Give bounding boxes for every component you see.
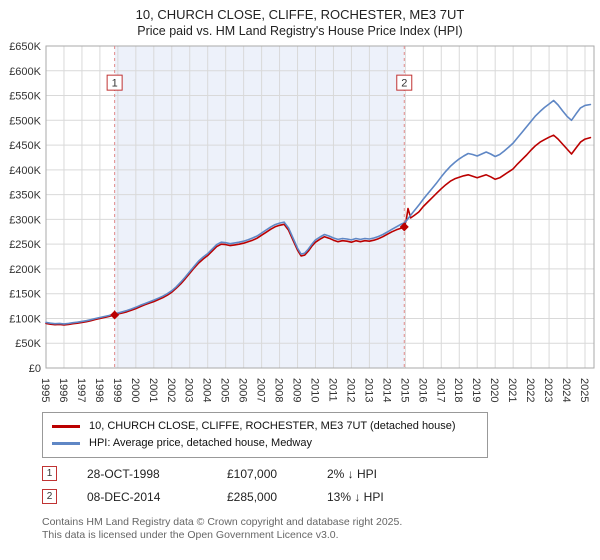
- svg-text:2022: 2022: [524, 378, 536, 402]
- attribution-footer: Contains HM Land Registry data © Crown c…: [42, 516, 600, 542]
- svg-text:£500K: £500K: [9, 115, 41, 127]
- svg-text:1998: 1998: [93, 378, 105, 402]
- transaction-2-hpi-delta: 13% ↓ HPI: [327, 489, 384, 504]
- hpi-line-swatch: [52, 442, 80, 445]
- svg-text:2023: 2023: [542, 378, 554, 402]
- svg-text:2011: 2011: [326, 378, 338, 402]
- svg-text:2004: 2004: [201, 378, 213, 402]
- svg-text:2015: 2015: [398, 378, 410, 402]
- chart-legend: 10, CHURCH CLOSE, CLIFFE, ROCHESTER, ME3…: [42, 412, 488, 458]
- svg-text:£50K: £50K: [15, 338, 41, 350]
- svg-text:1996: 1996: [57, 378, 69, 402]
- transaction-1-marker: 1: [42, 466, 57, 481]
- svg-text:£100K: £100K: [9, 313, 41, 325]
- svg-text:2003: 2003: [183, 378, 195, 402]
- svg-text:1: 1: [112, 78, 118, 90]
- transaction-row: 1 28-OCT-1998 £107,000 2% ↓ HPI: [42, 466, 600, 481]
- legend-item-hpi: HPI: Average price, detached house, Medw…: [52, 435, 478, 452]
- svg-text:2024: 2024: [560, 378, 572, 402]
- svg-text:2017: 2017: [434, 378, 446, 402]
- legend-label-hpi: HPI: Average price, detached house, Medw…: [89, 437, 312, 449]
- svg-text:£150K: £150K: [9, 289, 41, 301]
- svg-text:2006: 2006: [237, 378, 249, 402]
- svg-text:£350K: £350K: [9, 190, 41, 202]
- svg-text:£400K: £400K: [9, 165, 41, 177]
- attribution-line-2: This data is licensed under the Open Gov…: [42, 529, 339, 541]
- svg-text:2009: 2009: [291, 378, 303, 402]
- svg-text:£650K: £650K: [9, 41, 41, 53]
- svg-text:2001: 2001: [147, 378, 159, 402]
- svg-text:2016: 2016: [416, 378, 428, 402]
- svg-text:2002: 2002: [165, 378, 177, 402]
- chart-header: 10, CHURCH CLOSE, CLIFFE, ROCHESTER, ME3…: [0, 0, 600, 40]
- transaction-1-hpi-delta: 2% ↓ HPI: [327, 466, 378, 481]
- transaction-1-date: 28-OCT-1998: [87, 466, 160, 481]
- svg-text:2025: 2025: [578, 378, 590, 402]
- transaction-2-price: £285,000: [227, 489, 278, 504]
- svg-text:£250K: £250K: [9, 239, 41, 251]
- svg-text:2013: 2013: [362, 378, 374, 402]
- svg-text:2008: 2008: [273, 378, 285, 402]
- property-line-swatch: [52, 425, 80, 428]
- svg-text:1997: 1997: [75, 378, 87, 402]
- attribution-line-1: Contains HM Land Registry data © Crown c…: [42, 516, 403, 528]
- svg-text:2: 2: [401, 78, 407, 90]
- svg-text:£300K: £300K: [9, 214, 41, 226]
- legend-item-property: 10, CHURCH CLOSE, CLIFFE, ROCHESTER, ME3…: [52, 418, 478, 435]
- svg-text:2005: 2005: [219, 378, 231, 402]
- transaction-2-date: 08-DEC-2014: [87, 489, 161, 504]
- svg-text:£550K: £550K: [9, 91, 41, 103]
- svg-text:2007: 2007: [255, 378, 267, 402]
- transaction-1-price: £107,000: [227, 466, 278, 481]
- svg-text:2000: 2000: [129, 378, 141, 402]
- price-history-chart[interactable]: £0 £50K £100K £150K £200K £250K £300K £350K £400…: [0, 40, 600, 412]
- svg-text:2014: 2014: [380, 378, 392, 402]
- svg-text:1995: 1995: [39, 378, 51, 402]
- svg-text:2020: 2020: [488, 378, 500, 402]
- svg-text:£450K: £450K: [9, 140, 41, 152]
- svg-text:1999: 1999: [111, 378, 123, 402]
- svg-text:2018: 2018: [452, 378, 464, 402]
- svg-text:2012: 2012: [344, 378, 356, 402]
- svg-text:2010: 2010: [309, 378, 321, 402]
- legend-label-property: 10, CHURCH CLOSE, CLIFFE, ROCHESTER, ME3…: [89, 420, 456, 432]
- svg-text:2019: 2019: [470, 378, 482, 402]
- page-title: 10, CHURCH CLOSE, CLIFFE, ROCHESTER, ME3…: [135, 7, 465, 22]
- svg-text:£600K: £600K: [9, 66, 41, 78]
- transaction-row: 2 08-DEC-2014 £285,000 13% ↓ HPI: [42, 489, 600, 504]
- svg-text:2021: 2021: [506, 378, 518, 402]
- svg-text:£200K: £200K: [9, 264, 41, 276]
- page-subtitle: Price paid vs. HM Land Registry's House …: [137, 24, 463, 38]
- transaction-2-marker: 2: [42, 489, 57, 504]
- transactions-list: 1 28-OCT-1998 £107,000 2% ↓ HPI 2 08-DEC…: [0, 466, 600, 504]
- svg-text:£0: £0: [29, 363, 41, 375]
